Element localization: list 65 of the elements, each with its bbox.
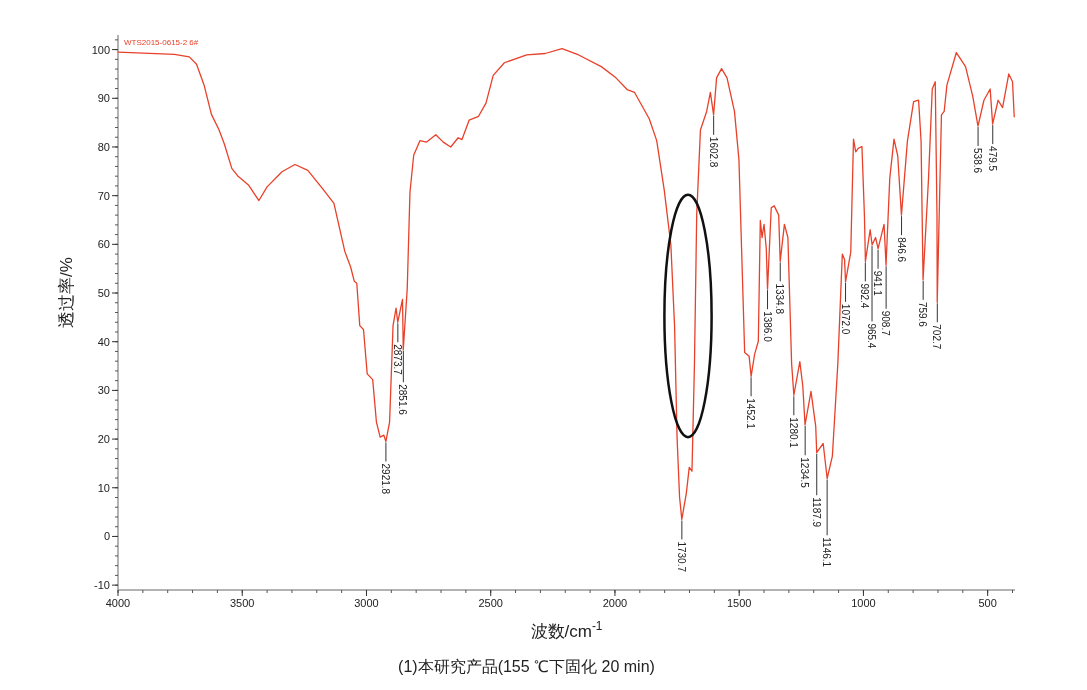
y-tick-label: 90: [97, 92, 110, 105]
peak-label: 1602.8: [707, 115, 719, 168]
y-axis-title: 透过率/%: [57, 257, 76, 328]
peak-label: 1334.8: [774, 261, 786, 314]
annotation: 1187.9: [810, 497, 822, 528]
y-tick-label: 100: [91, 43, 110, 56]
peak-label: 1280.1: [787, 395, 799, 448]
annotation: 1452.1: [745, 398, 757, 430]
annotation: 1730.7: [675, 541, 687, 573]
y-tick-label: 60: [97, 238, 110, 251]
peak-label: 538.6: [972, 126, 984, 174]
peak-label: 992.4: [859, 261, 871, 309]
x-tick-label: 3500: [230, 597, 255, 609]
annotation: 538.6: [972, 148, 984, 174]
y-tick-label: -10: [94, 579, 110, 592]
annotation: 992.4: [859, 283, 871, 309]
y-tick-label: 50: [97, 287, 110, 300]
annotation: 1602.8: [707, 136, 719, 168]
x-tick-label: 1000: [851, 597, 876, 609]
peak-label: 1452.1: [745, 376, 757, 429]
annotation: 941.1: [872, 270, 884, 297]
peak-label: 759.6: [917, 280, 929, 327]
annotation: 2851.6: [397, 384, 409, 416]
peak-label: 846.6: [895, 215, 907, 263]
legend: WTS2015-0615-2 6#: [124, 38, 199, 47]
y-tick-label: 20: [97, 433, 110, 446]
annotation: 479.5: [986, 146, 998, 172]
peak-label: 702.7: [931, 302, 943, 350]
annotation: 1234.5: [799, 457, 811, 489]
text: (1)本研究产品(155 ℃下固化 20 min): [398, 658, 655, 675]
annotation: 1146.1: [821, 537, 833, 568]
peak-label: 1146.1: [821, 479, 833, 568]
annotation: 1280.1: [787, 417, 799, 449]
peak-label: 2873.7: [391, 322, 403, 375]
annotation: 965.4: [866, 323, 878, 349]
x-tick-label: 2000: [602, 597, 628, 609]
peak-label: 1072.0: [839, 282, 851, 335]
annotation: 759.6: [917, 301, 929, 328]
peak-label: 1234.5: [799, 425, 811, 488]
annotation: 1072.0: [839, 303, 851, 335]
peak-label: 1187.9: [810, 453, 822, 528]
x-tick-label: 500: [978, 597, 997, 609]
x-tick-label: 1500: [726, 597, 752, 609]
y-tick-label: 70: [97, 189, 110, 202]
x-tick-label: 3000: [354, 597, 379, 609]
y-tick-label: 0: [103, 530, 110, 543]
peak-label: 1386.0: [761, 289, 773, 342]
peak-label: 2921.8: [379, 442, 391, 495]
x-tick-label: 2500: [478, 597, 503, 609]
y-tick-label: 80: [97, 140, 110, 153]
peak-label: 1730.7: [675, 519, 687, 572]
annotation: 1334.8: [774, 283, 786, 315]
y-tick-label: 30: [97, 384, 110, 397]
annotation: 1386.0: [761, 311, 773, 343]
x-axis-title: 波数/cm$^{-1}$: [530, 619, 603, 641]
y-tick-label: 40: [97, 335, 110, 348]
annotation: 908.7: [880, 310, 892, 337]
annotation: 2921.8: [379, 463, 391, 495]
x-tick-label: 4000: [105, 597, 131, 609]
annotation: 2873.7: [391, 344, 403, 376]
annotation: 846.6: [895, 237, 907, 263]
annotation: 702.7: [931, 324, 943, 350]
peak-label: 479.5: [986, 124, 998, 172]
peak-label: 941.1: [872, 249, 884, 296]
y-tick-label: 10: [97, 481, 110, 494]
